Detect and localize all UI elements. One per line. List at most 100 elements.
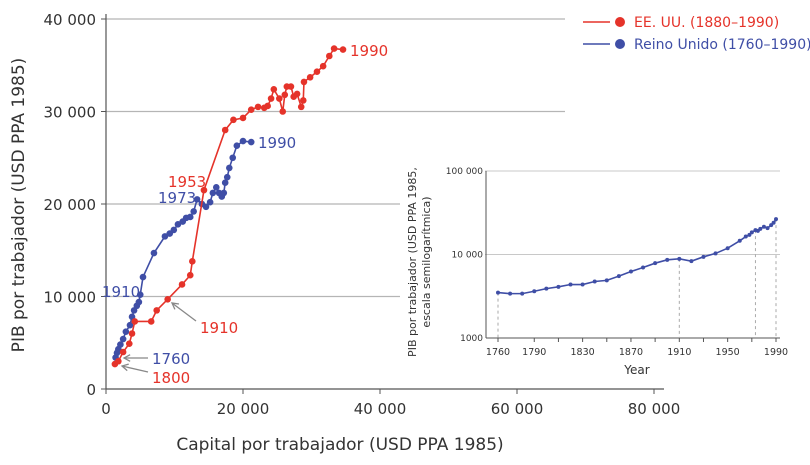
data-point bbox=[299, 97, 307, 104]
x-tick-label: 1910 bbox=[667, 347, 691, 358]
y-tick-label: 10 000 bbox=[452, 251, 484, 261]
data-point bbox=[653, 261, 658, 266]
data-point bbox=[212, 184, 220, 191]
annotation-arrow bbox=[121, 365, 149, 373]
inset-background bbox=[400, 160, 810, 380]
arrow-head bbox=[170, 302, 180, 310]
y-tick-label: 30 000 bbox=[44, 104, 97, 122]
data-point bbox=[119, 348, 127, 356]
inset-chart: 1000 10 000 100 000 1760 1790 1830 1870 1910 195… bbox=[400, 160, 810, 380]
data-point bbox=[190, 208, 197, 215]
annotation-label: 1760 bbox=[152, 350, 190, 368]
y-tick-label: 40 000 bbox=[44, 11, 97, 29]
x-tick-label: 1990 bbox=[764, 347, 788, 358]
data-point bbox=[150, 249, 158, 257]
data-point bbox=[743, 234, 748, 239]
data-point bbox=[326, 52, 333, 60]
data-point bbox=[747, 232, 752, 237]
data-point bbox=[689, 259, 694, 264]
data-point bbox=[713, 251, 718, 256]
data-point bbox=[677, 256, 682, 261]
data-point bbox=[496, 290, 500, 295]
data-point bbox=[641, 265, 646, 270]
data-point bbox=[147, 318, 155, 325]
annotation-arrow bbox=[171, 302, 197, 322]
data-point bbox=[139, 273, 147, 281]
data-point bbox=[186, 271, 194, 279]
data-point bbox=[281, 91, 289, 99]
data-point bbox=[749, 230, 754, 235]
legend-label: Reino Unido (1760–1990) bbox=[634, 37, 810, 53]
data-point bbox=[115, 357, 122, 365]
data-point bbox=[117, 341, 124, 348]
annotation-label: 1910 bbox=[102, 283, 140, 301]
x-axis-label: Year bbox=[623, 363, 649, 377]
data-point bbox=[765, 226, 770, 231]
y-tick-label: 1000 bbox=[460, 334, 483, 344]
x-tick-label: 80 000 bbox=[628, 400, 681, 418]
data-point bbox=[771, 220, 776, 225]
data-point bbox=[128, 330, 136, 337]
data-point bbox=[287, 83, 295, 90]
arrow-head bbox=[120, 363, 129, 372]
data-point bbox=[164, 295, 171, 303]
data-point bbox=[136, 291, 144, 298]
data-point bbox=[233, 142, 241, 150]
x-tick-label: 1790 bbox=[522, 347, 546, 358]
data-point bbox=[616, 274, 621, 279]
data-point bbox=[592, 279, 597, 284]
data-point bbox=[202, 203, 210, 211]
x-tick-label: 0 bbox=[101, 400, 111, 418]
data-point bbox=[223, 173, 231, 181]
legend-label: EE. UU. (1880–1990) bbox=[634, 15, 779, 31]
legend-marker bbox=[615, 17, 625, 27]
data-point bbox=[193, 196, 201, 203]
data-point bbox=[556, 284, 561, 289]
data-point bbox=[628, 269, 633, 274]
data-point bbox=[247, 138, 255, 146]
data-point bbox=[568, 282, 573, 287]
annotation-label: 1800 bbox=[152, 369, 190, 387]
y-axis-label: escala semilogarítmica) bbox=[420, 196, 433, 327]
data-point bbox=[293, 90, 301, 98]
data-point bbox=[153, 307, 160, 314]
y-axis-label: PIB por trabajador (USD PPA 1985, bbox=[406, 167, 419, 357]
x-tick-label: 20 000 bbox=[217, 400, 270, 418]
data-point bbox=[544, 286, 549, 291]
data-point bbox=[230, 116, 237, 124]
data-point bbox=[313, 68, 321, 76]
data-point bbox=[665, 257, 670, 262]
data-point bbox=[279, 108, 287, 115]
data-point bbox=[226, 164, 233, 172]
data-point bbox=[604, 278, 609, 283]
data-point bbox=[306, 73, 314, 81]
data-point bbox=[200, 186, 208, 194]
data-point bbox=[170, 226, 178, 234]
data-point bbox=[254, 103, 262, 111]
data-point bbox=[758, 226, 763, 231]
data-point bbox=[174, 221, 182, 228]
data-point bbox=[580, 282, 585, 287]
data-point bbox=[300, 78, 308, 86]
data-point bbox=[135, 298, 143, 306]
data-point bbox=[125, 340, 133, 347]
legend: EE. UU. (1880–1990) Reino Unido (1760–199… bbox=[583, 15, 810, 53]
data-point bbox=[206, 198, 214, 206]
annotation-label: 1973 bbox=[158, 189, 196, 207]
data-point bbox=[209, 189, 217, 197]
series-line bbox=[114, 47, 344, 365]
data-point bbox=[774, 217, 778, 222]
data-point bbox=[189, 258, 196, 265]
data-point bbox=[737, 238, 742, 243]
data-point bbox=[126, 321, 134, 329]
y-tick-label: 10 000 bbox=[44, 289, 97, 307]
data-point bbox=[131, 318, 139, 325]
data-point bbox=[701, 254, 706, 259]
arrow-head bbox=[122, 354, 131, 362]
data-point bbox=[330, 45, 338, 52]
annotation-label: 1953 bbox=[168, 173, 206, 191]
data-point bbox=[264, 102, 271, 110]
data-point bbox=[161, 233, 169, 240]
y-axis-label: PIB por trabajador (USD PPA 1985) bbox=[9, 58, 29, 353]
